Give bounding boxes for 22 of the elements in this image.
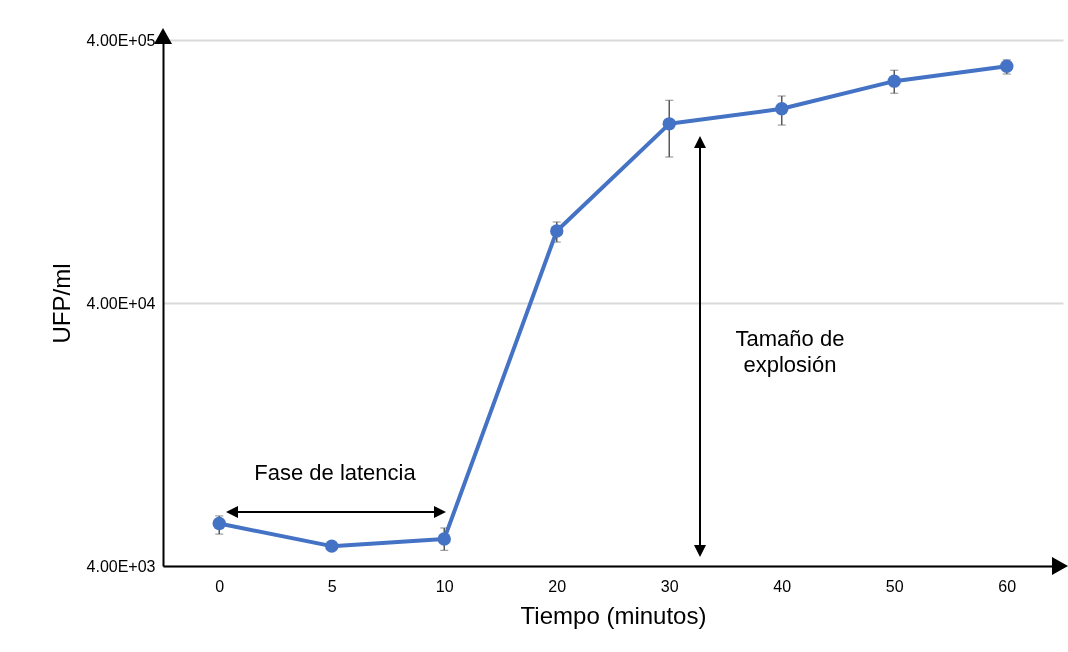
point [550,224,564,238]
x-tick-label: 60 [998,577,1017,595]
annotation: Fase de latencia [253,460,417,486]
point [212,516,226,531]
y-tick-label: 4.00E+04 [86,294,156,312]
y-axis-title: UFP/ml [47,263,75,344]
point [437,532,451,546]
point [775,102,789,116]
y-tick-label: 4.00E+03 [86,557,156,575]
x-tick-label: 50 [885,577,904,595]
x-axis-title: Tiempo (minutos) [520,601,707,629]
x-tick-label: 5 [327,577,337,595]
y-tick-label: 4.00E+05 [86,31,156,49]
x-tick-label: 10 [435,577,454,595]
point [887,74,901,88]
annotation: Tamaño de explosión [734,326,846,378]
x-tick-label: 30 [660,577,679,595]
x-tick-label: 20 [548,577,567,595]
point [662,117,676,131]
x-tick-label: 40 [773,577,792,595]
point [325,539,339,553]
x-tick-label: 0 [215,577,225,595]
